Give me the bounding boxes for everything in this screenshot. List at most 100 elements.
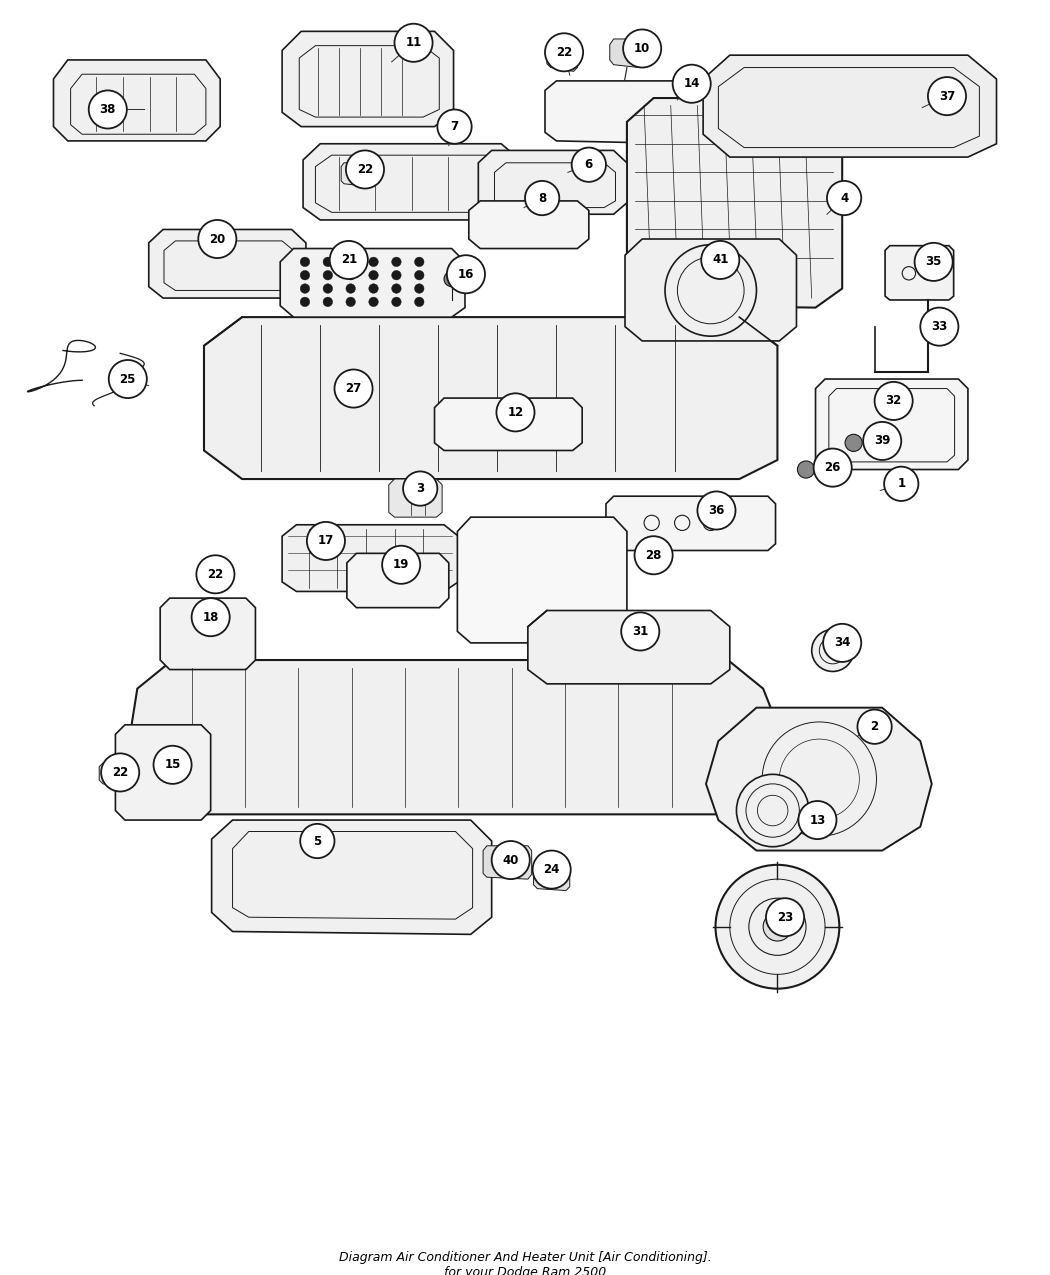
Circle shape <box>634 537 673 574</box>
Circle shape <box>323 284 333 293</box>
Polygon shape <box>198 562 230 589</box>
Polygon shape <box>547 45 578 71</box>
Text: 7: 7 <box>450 120 459 133</box>
Polygon shape <box>346 553 448 608</box>
Text: 11: 11 <box>405 36 422 50</box>
Circle shape <box>858 710 891 743</box>
Circle shape <box>545 33 583 71</box>
Circle shape <box>191 598 230 636</box>
Circle shape <box>415 297 424 307</box>
Text: 13: 13 <box>810 813 825 826</box>
Polygon shape <box>99 762 131 788</box>
Circle shape <box>323 258 333 266</box>
Text: 38: 38 <box>100 103 116 116</box>
Circle shape <box>403 472 438 506</box>
Text: 24: 24 <box>544 863 560 876</box>
Circle shape <box>335 370 373 408</box>
Circle shape <box>392 258 401 266</box>
Polygon shape <box>161 598 255 669</box>
Circle shape <box>369 297 378 307</box>
Polygon shape <box>706 708 931 850</box>
Circle shape <box>415 270 424 280</box>
Circle shape <box>497 393 534 431</box>
Circle shape <box>382 546 420 584</box>
Circle shape <box>697 491 735 529</box>
Polygon shape <box>341 163 373 186</box>
Text: 10: 10 <box>634 42 650 55</box>
Text: 23: 23 <box>777 910 793 923</box>
Circle shape <box>845 435 862 451</box>
Polygon shape <box>545 80 701 144</box>
Circle shape <box>875 382 912 419</box>
Text: 21: 21 <box>340 254 357 266</box>
Text: 36: 36 <box>709 504 724 516</box>
Text: 34: 34 <box>834 636 851 649</box>
Circle shape <box>345 258 356 266</box>
Circle shape <box>823 623 861 662</box>
Polygon shape <box>528 611 730 683</box>
Polygon shape <box>388 479 442 518</box>
Polygon shape <box>212 820 491 935</box>
Text: 4: 4 <box>840 191 848 204</box>
Circle shape <box>715 864 839 988</box>
Text: 40: 40 <box>503 853 519 867</box>
Circle shape <box>798 801 837 839</box>
Text: 35: 35 <box>925 255 942 268</box>
Circle shape <box>623 29 662 68</box>
Circle shape <box>415 284 424 293</box>
Circle shape <box>307 521 345 560</box>
Circle shape <box>323 270 333 280</box>
Polygon shape <box>885 246 953 300</box>
Circle shape <box>392 297 401 307</box>
Circle shape <box>300 284 310 293</box>
Text: 12: 12 <box>507 405 524 419</box>
Circle shape <box>766 898 804 936</box>
Circle shape <box>196 555 234 593</box>
Text: 17: 17 <box>318 534 334 547</box>
Text: 39: 39 <box>874 435 890 448</box>
Text: 16: 16 <box>458 268 475 280</box>
Circle shape <box>763 913 792 941</box>
Circle shape <box>300 270 310 280</box>
Circle shape <box>438 110 471 144</box>
Polygon shape <box>625 238 797 340</box>
Circle shape <box>345 284 356 293</box>
Circle shape <box>812 630 854 672</box>
Circle shape <box>827 181 861 215</box>
Polygon shape <box>54 60 220 142</box>
Polygon shape <box>149 230 306 298</box>
Text: 32: 32 <box>885 394 902 408</box>
Polygon shape <box>816 379 968 469</box>
Circle shape <box>345 150 384 189</box>
Polygon shape <box>606 496 776 551</box>
Text: 20: 20 <box>209 232 226 246</box>
Polygon shape <box>704 55 996 157</box>
Circle shape <box>198 221 236 258</box>
Polygon shape <box>116 724 211 820</box>
Text: 37: 37 <box>939 89 956 102</box>
Text: 22: 22 <box>357 163 373 176</box>
Text: 22: 22 <box>207 567 224 581</box>
Text: 14: 14 <box>684 78 700 91</box>
Polygon shape <box>435 398 582 450</box>
Circle shape <box>345 297 356 307</box>
Circle shape <box>330 241 367 279</box>
Polygon shape <box>280 249 465 317</box>
Circle shape <box>395 24 433 61</box>
Text: 27: 27 <box>345 382 361 395</box>
Polygon shape <box>303 144 520 221</box>
Polygon shape <box>627 98 842 307</box>
Circle shape <box>369 270 378 280</box>
Text: 41: 41 <box>712 254 729 266</box>
Circle shape <box>532 850 571 889</box>
Circle shape <box>701 241 739 279</box>
Circle shape <box>447 255 485 293</box>
Circle shape <box>884 467 919 501</box>
Circle shape <box>300 258 310 266</box>
Polygon shape <box>479 150 627 214</box>
Circle shape <box>444 272 459 287</box>
Polygon shape <box>483 845 531 880</box>
Polygon shape <box>282 525 458 592</box>
Circle shape <box>491 842 530 880</box>
Circle shape <box>525 181 560 215</box>
